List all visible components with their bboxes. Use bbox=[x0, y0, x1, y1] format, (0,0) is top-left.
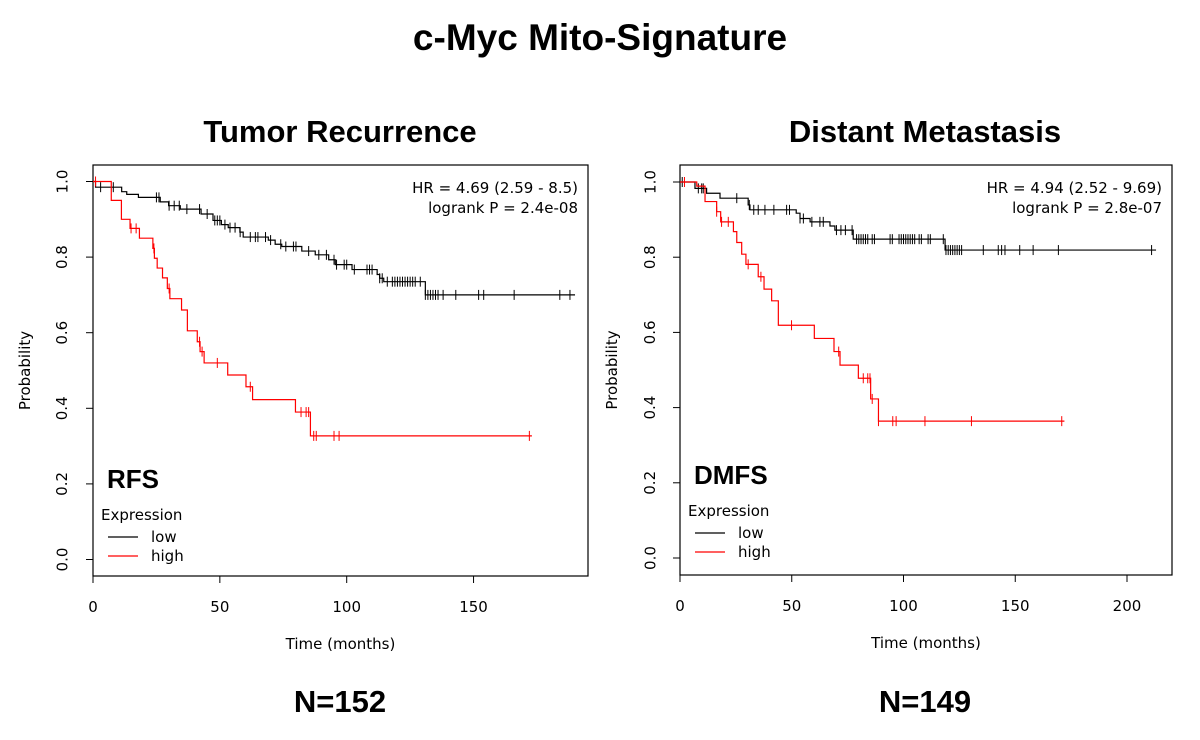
y-tick-label: 0.4 bbox=[53, 396, 71, 420]
y-tick-label: 0.6 bbox=[53, 321, 71, 345]
x-tick-label: 50 bbox=[210, 598, 229, 616]
hazard-ratio-text: HR = 4.69 (2.59 - 8.5) bbox=[412, 179, 578, 197]
legend-entry-low: low bbox=[738, 524, 764, 542]
endpoint-label: DMFS bbox=[694, 460, 768, 490]
endpoint-label: RFS bbox=[107, 464, 159, 494]
x-tick-label: 100 bbox=[332, 598, 361, 616]
y-axis-label: Probability bbox=[603, 330, 621, 409]
legend-title: Expression bbox=[101, 506, 182, 524]
sample-size-label: N=149 bbox=[879, 684, 971, 719]
plot-frame bbox=[679, 164, 1173, 576]
y-tick-label: 1.0 bbox=[53, 170, 71, 194]
figure-title: c-Myc Mito-Signature bbox=[413, 17, 787, 58]
survival-curve-high bbox=[680, 181, 1065, 422]
x-tick-label: 50 bbox=[782, 597, 801, 615]
y-tick-label: 0.6 bbox=[641, 320, 659, 344]
x-axis-label: Time (months) bbox=[870, 634, 981, 652]
y-tick-label: 0.2 bbox=[53, 472, 71, 496]
legend-title: Expression bbox=[688, 502, 769, 520]
y-tick-label: 0.2 bbox=[641, 471, 659, 495]
plot-frame bbox=[92, 164, 589, 577]
panel-tumor-recurrence: Tumor Recurrence N=152 0.0 0.2 0.4 0.6 0.8 1.0 0… bbox=[16, 114, 589, 719]
x-tick-label: 100 bbox=[889, 597, 918, 615]
y-axis-label: Probability bbox=[16, 331, 34, 410]
legend-entry-high: high bbox=[151, 547, 184, 565]
logrank-p-text: logrank P = 2.4e-08 bbox=[428, 199, 578, 217]
y-tick-label: 1.0 bbox=[641, 170, 659, 194]
panel-distant-metastasis: Distant Metastasis N=149 0.0 0.2 0.4 0.6 0.8 1.… bbox=[603, 114, 1173, 719]
x-tick-label: 200 bbox=[1113, 597, 1142, 615]
panel-title: Tumor Recurrence bbox=[203, 114, 476, 149]
y-tick-label: 0.0 bbox=[53, 548, 71, 572]
x-tick-label: 150 bbox=[1001, 597, 1030, 615]
survival-curve-high bbox=[93, 180, 532, 437]
panel-title: Distant Metastasis bbox=[789, 114, 1061, 149]
legend-entry-low: low bbox=[151, 528, 177, 546]
logrank-p-text: logrank P = 2.8e-07 bbox=[1012, 199, 1162, 217]
hazard-ratio-text: HR = 4.94 (2.52 - 9.69) bbox=[987, 179, 1162, 197]
sample-size-label: N=152 bbox=[294, 684, 386, 719]
y-tick-label: 0.8 bbox=[641, 245, 659, 269]
x-tick-label: 0 bbox=[88, 598, 98, 616]
x-tick-label: 150 bbox=[459, 598, 488, 616]
survival-curve-low bbox=[93, 180, 576, 296]
survival-curve-low bbox=[680, 181, 1157, 251]
y-tick-label: 0.4 bbox=[641, 396, 659, 420]
x-axis-label: Time (months) bbox=[285, 635, 396, 653]
legend-entry-high: high bbox=[738, 543, 771, 561]
y-tick-label: 0.0 bbox=[641, 546, 659, 570]
x-tick-label: 0 bbox=[675, 597, 685, 615]
y-tick-label: 0.8 bbox=[53, 245, 71, 269]
